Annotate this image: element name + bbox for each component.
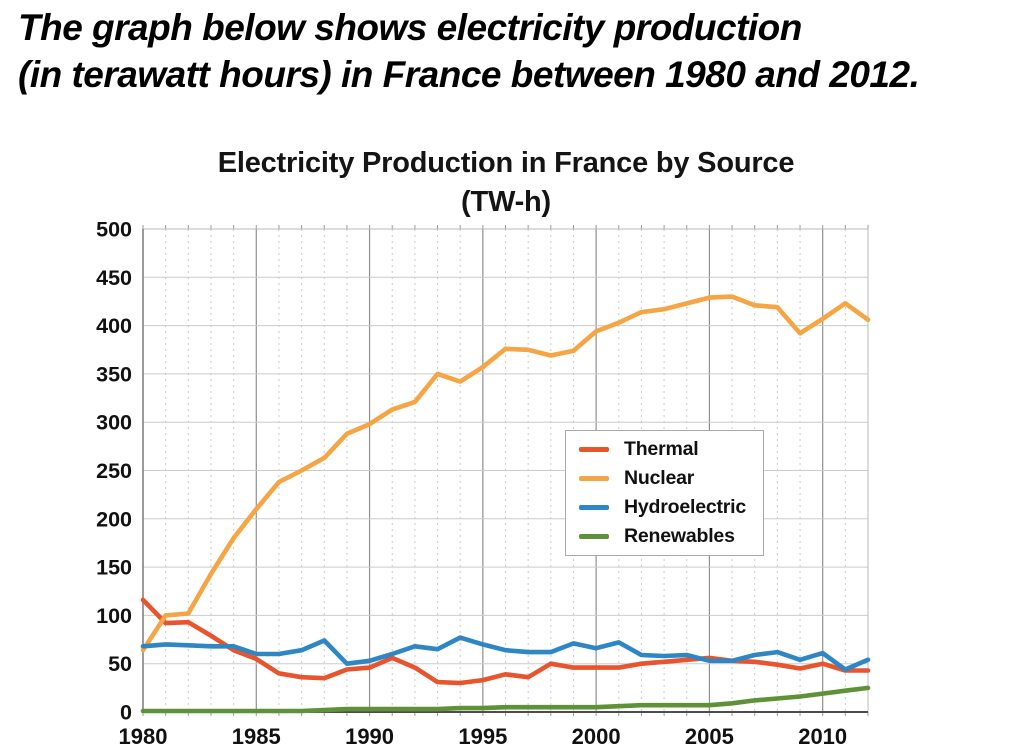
y-tick-label-50: 50 — [108, 652, 132, 676]
x-tick-label-2010: 2010 — [798, 724, 847, 749]
legend-label-nuclear: Nuclear — [624, 467, 695, 489]
y-tick-label-100: 100 — [96, 604, 132, 628]
legend-item-thermal: Thermal — [566, 438, 763, 461]
y-tick-label-300: 300 — [96, 411, 132, 435]
page-heading-line1: The graph below shows electricity produc… — [18, 7, 802, 48]
hydroelectric-line — [140, 635, 871, 672]
x-tick-label-2000: 2000 — [572, 724, 621, 749]
y-tick-label-200: 200 — [96, 507, 132, 531]
legend-item-renewables: Renewables — [566, 525, 763, 548]
thermal-line — [140, 597, 871, 686]
x-tick-label-1995: 1995 — [458, 724, 507, 749]
chart-title-line1: Electricity Production in France by Sour… — [217, 147, 795, 179]
y-tick-label-400: 400 — [96, 314, 132, 338]
x-axis-tick-labels: 1980 1985 1990 1995 2000 2005 2010 — [119, 724, 848, 749]
nuclear-line-swatch — [579, 476, 609, 481]
y-axis-tick-labels: 0 50 100 150 200 250 300 350 400 450 500 — [96, 218, 132, 725]
chart-title-line2: (TW-h) — [461, 186, 551, 218]
y-tick-label-500: 500 — [96, 218, 132, 242]
y-tick-label-150: 150 — [96, 556, 132, 580]
thermal-line-swatch — [579, 447, 609, 452]
chart-title: Electricity Production in France by Sour… — [143, 144, 869, 222]
x-tick-label-1985: 1985 — [232, 724, 281, 749]
nuclear-line — [140, 294, 871, 653]
legend-label-renewables: Renewables — [624, 525, 735, 547]
legend-label-hydroelectric: Hydroelectric — [624, 496, 747, 518]
x-tick-label-1980: 1980 — [119, 724, 168, 749]
y-tick-label-350: 350 — [96, 362, 132, 386]
y-tick-label-0: 0 — [120, 701, 132, 725]
y-tick-label-450: 450 — [96, 266, 132, 290]
hydroelectric-line-swatch — [579, 505, 609, 510]
page-heading-line2: (in terawatt hours) in France between 19… — [18, 54, 920, 95]
y-tick-label-250: 250 — [96, 459, 132, 483]
legend-item-nuclear: Nuclear — [566, 467, 763, 490]
legend-label-thermal: Thermal — [624, 438, 699, 460]
legend-item-hydroelectric: Hydroelectric — [566, 496, 763, 519]
page-heading: The graph below shows electricity produc… — [18, 4, 920, 98]
renewables-line-swatch — [579, 534, 609, 539]
data-series — [140, 294, 871, 714]
x-tick-label-1990: 1990 — [345, 724, 394, 749]
renewables-line — [140, 685, 871, 714]
chart-legend: Thermal Nuclear Hydroelectric Renewables — [565, 430, 764, 556]
x-tick-label-2005: 2005 — [685, 724, 734, 749]
